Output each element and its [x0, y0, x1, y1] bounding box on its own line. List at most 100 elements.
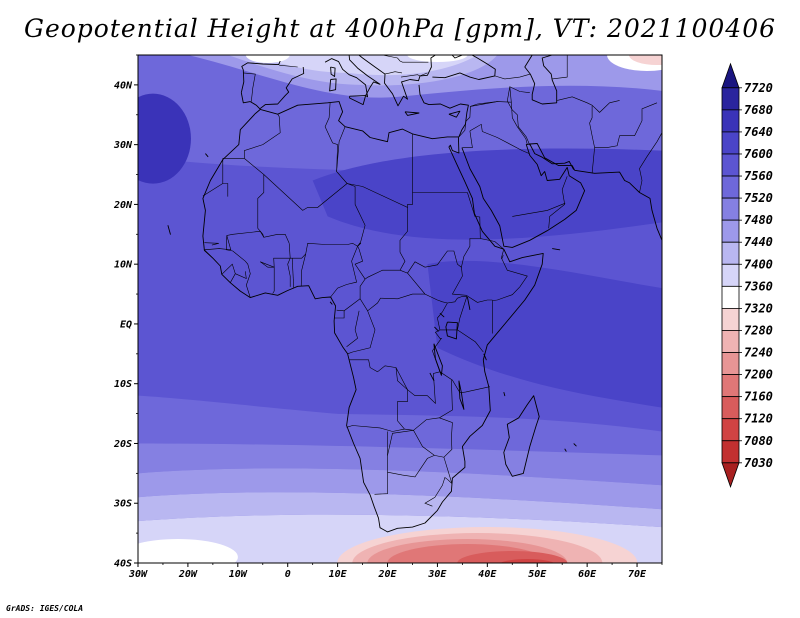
italy-coastline	[324, 55, 381, 98]
lon-tick-label: 10E	[329, 569, 348, 580]
border-18	[437, 298, 458, 330]
border-30	[346, 425, 405, 432]
colorbar-label: 7600	[744, 147, 773, 161]
island-6	[167, 225, 171, 235]
colorbar-segment	[721, 307, 740, 331]
lon-tick-label: 40E	[478, 569, 497, 580]
field-band-7440	[138, 468, 662, 510]
border-54	[594, 102, 658, 148]
border-34	[439, 417, 453, 458]
colorbar-segment	[721, 396, 740, 420]
colorbar-label: 7360	[744, 279, 773, 293]
border-7	[336, 126, 346, 172]
field-high-atlantic	[138, 93, 191, 184]
lake-0	[445, 321, 458, 340]
border-64	[509, 86, 530, 103]
lon-tick-label: 30E	[427, 569, 447, 580]
lon-tick-label: 10W	[229, 569, 248, 580]
lon-tick-label: 60E	[578, 569, 597, 580]
colorbar-label: 7120	[744, 412, 773, 426]
field-north-low-east	[407, 55, 468, 62]
lat-tick-label: 10S	[114, 379, 132, 390]
colorbar-label: 7400	[744, 257, 773, 271]
border-26	[346, 310, 360, 347]
border-40	[203, 235, 232, 259]
lake-1	[433, 343, 443, 376]
island-0	[329, 78, 337, 92]
colorbar-label: 7030	[744, 456, 773, 470]
field-low-south-6	[500, 558, 555, 563]
colorbar-segment	[721, 219, 740, 243]
colorbar-segment	[721, 418, 740, 442]
border-39	[260, 261, 275, 294]
border-17	[432, 329, 490, 394]
border-48	[462, 130, 473, 148]
island-8	[564, 448, 567, 452]
levant-coastline	[418, 84, 469, 138]
border-59	[243, 72, 256, 102]
border-52	[512, 202, 566, 217]
border-43	[300, 253, 306, 287]
geopotential-field	[138, 55, 662, 563]
lake-7	[439, 312, 445, 318]
iberia-coastline	[240, 60, 281, 93]
colorbar-label: 7280	[744, 323, 773, 337]
island-4	[448, 110, 461, 118]
colorbar-label: 7520	[744, 191, 773, 205]
border-20	[359, 269, 425, 312]
black-sea-coastline	[432, 55, 496, 80]
lon-tick-label: 70E	[628, 569, 647, 580]
field-band-7600-north	[312, 148, 662, 240]
border-36	[387, 455, 435, 478]
colorbar-label: 7320	[744, 301, 773, 315]
lake-3	[466, 296, 471, 311]
border-45	[204, 242, 219, 246]
lat-tick-label: 20N	[113, 200, 133, 211]
border-27	[347, 310, 376, 355]
colorbar-segment	[721, 241, 740, 265]
lat-tick-label: EQ	[120, 319, 132, 330]
border-47	[482, 131, 530, 154]
balkans-coastline	[358, 55, 436, 107]
border-58	[279, 64, 298, 68]
colorbar-segment	[721, 352, 740, 375]
map-frame	[137, 54, 663, 564]
arabia-coastline	[461, 143, 662, 248]
border-55	[639, 132, 662, 193]
colorbar-segment	[721, 131, 740, 155]
island-5	[205, 153, 209, 158]
credit-label: GrADS: IGES/COLA	[6, 604, 84, 613]
island-1	[330, 66, 336, 77]
colorbar-segment	[721, 175, 740, 199]
field-low-sw	[138, 539, 238, 563]
colorbar-bottom-arrow	[721, 462, 740, 489]
border-62	[384, 71, 403, 75]
border-14	[501, 255, 504, 259]
colorbar-label: 7240	[744, 346, 773, 360]
field-band-7400	[138, 492, 662, 528]
border-63	[419, 72, 428, 77]
colorbar-segment	[721, 153, 740, 177]
lon-tick-label: 50E	[528, 569, 547, 580]
colorbar-segment	[721, 197, 740, 221]
border-37	[225, 230, 290, 298]
colorbar-label: 7440	[744, 235, 773, 249]
colorbar-segment	[721, 263, 740, 287]
lon-tick-label: 0	[285, 569, 291, 580]
map-axes: 30W 20W 10W 0 10E 20E 30E 40E 50E 60E 70E 40S 30S 20S…	[113, 54, 663, 580]
colorbar-segment	[721, 87, 740, 111]
border-16	[457, 296, 484, 353]
island-3	[404, 111, 420, 116]
border-0	[244, 114, 281, 159]
border-53	[589, 105, 595, 174]
island-12	[503, 391, 506, 397]
lat-tick-label: 40S	[114, 559, 132, 570]
border-25	[334, 310, 345, 319]
colorbar-label: 7160	[744, 390, 773, 404]
lake-5	[434, 326, 439, 332]
coastlines-borders	[167, 55, 662, 533]
border-57	[552, 55, 568, 80]
lat-tick-label: 20S	[113, 439, 132, 450]
lon-tick-label: 30W	[128, 569, 148, 580]
field-ne-low-2	[629, 55, 662, 65]
